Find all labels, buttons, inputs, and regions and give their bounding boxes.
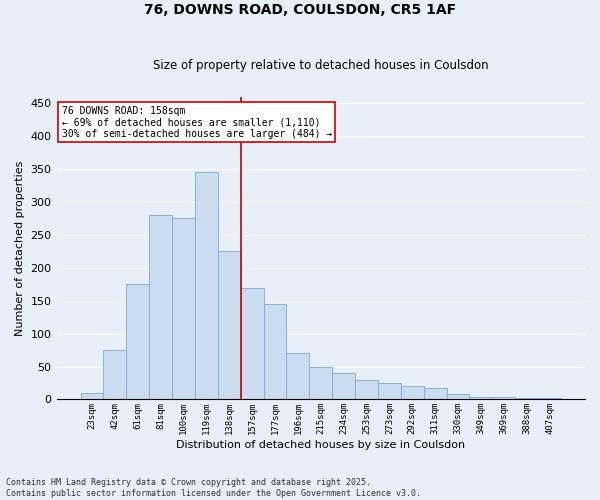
- Bar: [80, 393, 103, 400]
- Bar: [493, 398, 515, 400]
- Bar: [218, 252, 241, 400]
- Bar: [286, 354, 310, 400]
- Bar: [263, 304, 286, 400]
- Bar: [424, 388, 446, 400]
- Bar: [469, 398, 493, 400]
- Bar: [332, 373, 355, 400]
- Text: Contains HM Land Registry data © Crown copyright and database right 2025.
Contai: Contains HM Land Registry data © Crown c…: [6, 478, 421, 498]
- Bar: [172, 218, 195, 400]
- Bar: [401, 386, 424, 400]
- Title: Size of property relative to detached houses in Coulsdon: Size of property relative to detached ho…: [153, 59, 488, 72]
- X-axis label: Distribution of detached houses by size in Coulsdon: Distribution of detached houses by size …: [176, 440, 466, 450]
- Bar: [310, 366, 332, 400]
- Bar: [241, 288, 263, 400]
- Bar: [149, 215, 172, 400]
- Bar: [378, 383, 401, 400]
- Bar: [538, 398, 561, 400]
- Bar: [195, 172, 218, 400]
- Text: 76, DOWNS ROAD, COULSDON, CR5 1AF: 76, DOWNS ROAD, COULSDON, CR5 1AF: [144, 2, 456, 16]
- Y-axis label: Number of detached properties: Number of detached properties: [15, 160, 25, 336]
- Bar: [127, 284, 149, 400]
- Bar: [355, 380, 378, 400]
- Bar: [446, 394, 469, 400]
- Text: 76 DOWNS ROAD: 158sqm
← 69% of detached houses are smaller (1,110)
30% of semi-d: 76 DOWNS ROAD: 158sqm ← 69% of detached …: [62, 106, 332, 139]
- Bar: [515, 398, 538, 400]
- Bar: [103, 350, 127, 400]
